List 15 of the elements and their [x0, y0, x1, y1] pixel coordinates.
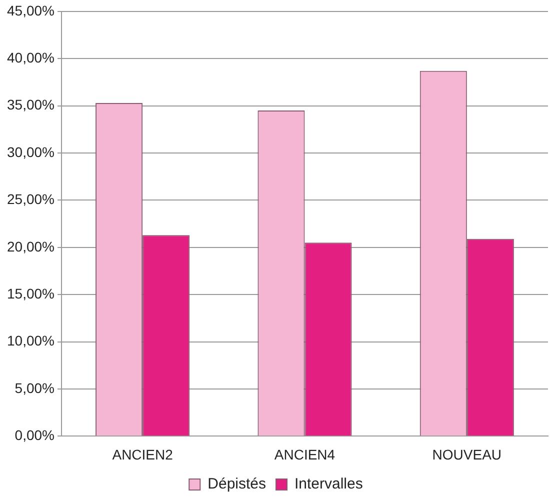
y-tick-label: 40,00% [7, 49, 54, 66]
y-tick-label: 5,00% [14, 380, 54, 396]
y-tick-label: 10,00% [7, 332, 54, 349]
y-tick-label: 15,00% [7, 285, 54, 302]
y-tick-label: 25,00% [7, 191, 54, 208]
legend-label: Intervalles [294, 476, 363, 493]
x-tick-label: ANCIEN4 [274, 446, 336, 462]
y-tick-label: 35,00% [7, 96, 54, 113]
y-tick-label: 0,00% [14, 427, 54, 444]
y-tick-label: 20,00% [7, 238, 54, 254]
y-tick-label: 30,00% [7, 144, 54, 160]
x-tick-label: ANCIEN2 [112, 446, 174, 462]
x-tick-label: NOUVEAU [432, 446, 502, 462]
y-tick-label: 45,00% [7, 2, 54, 18]
legend-label: Dépistés [208, 476, 266, 493]
